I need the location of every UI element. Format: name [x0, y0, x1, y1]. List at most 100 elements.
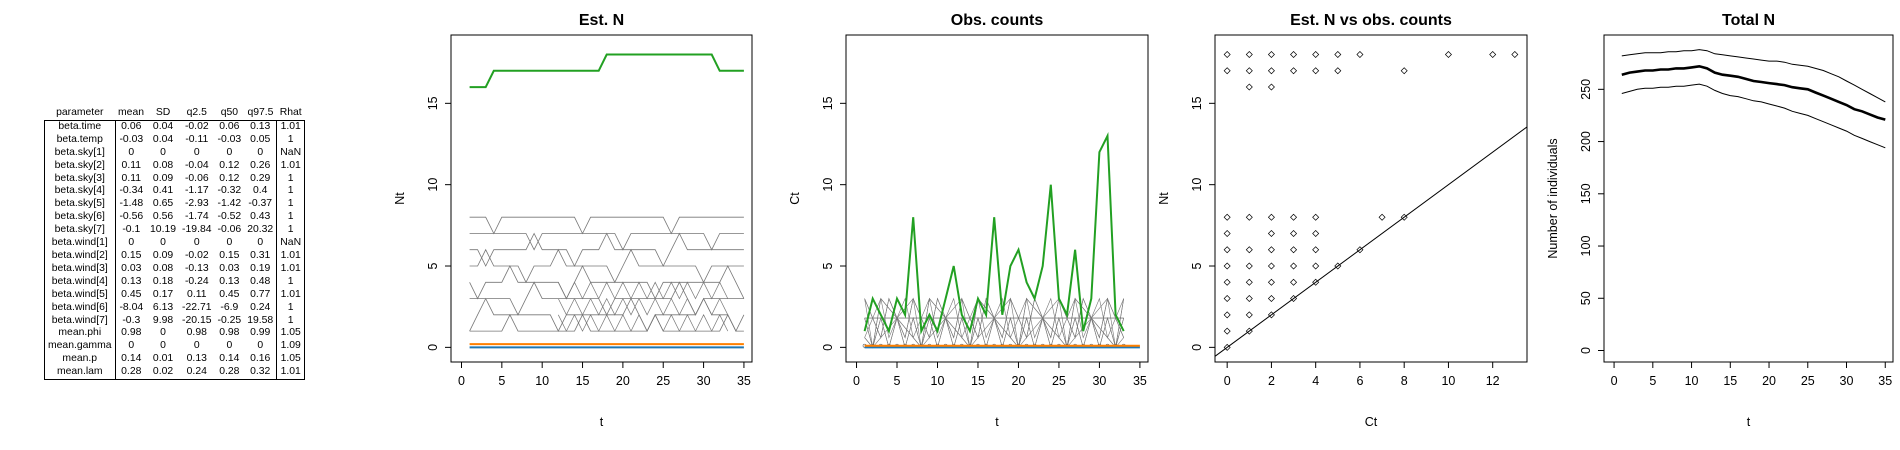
- table-cell: -0.13: [184, 262, 209, 274]
- table-cell: 0: [114, 146, 148, 160]
- parameter-name-cell: beta.time: [44, 119, 116, 134]
- table-cell: 0.03: [114, 262, 148, 276]
- table-cell: 0.24: [250, 301, 271, 313]
- x-tick-label: 0: [458, 374, 465, 388]
- y-tick-label: 15: [821, 96, 835, 110]
- table-cell: 0.43: [250, 211, 271, 223]
- scatter-point: [1290, 278, 1298, 286]
- table-cell: -0.32: [217, 185, 242, 197]
- x-tick-label: 15: [576, 374, 590, 388]
- table-row: beta.wind[5] 0.45 0.17 0.11 0.45 0.77 1.01: [44, 288, 306, 302]
- scatter-point: [1290, 229, 1298, 237]
- table-cell: 0.14: [219, 353, 240, 365]
- scatter-point: [1290, 51, 1298, 59]
- table-cell: 1.01: [276, 159, 306, 173]
- table-cell: 0.08: [152, 262, 174, 274]
- table-cell: 1.01: [276, 366, 306, 381]
- table-cell: -19.84: [182, 224, 212, 236]
- table-cell: 0.13: [186, 353, 207, 365]
- table-row: mean.p 0.14 0.01 0.13 0.14 0.16 1.05: [44, 353, 306, 367]
- table-cell: 1.05: [276, 327, 306, 341]
- table-cell: 0.13: [244, 119, 277, 134]
- y-tick-label: 50: [1579, 291, 1593, 305]
- parameter-name-cell: beta.wind[2]: [44, 249, 116, 263]
- y-tick-label: 0: [426, 344, 440, 351]
- x-tick-label: 0: [853, 374, 860, 388]
- table-cell: 0.13: [219, 275, 240, 287]
- table-cell: 0.41: [152, 185, 174, 197]
- table-cell: 1.05: [276, 353, 306, 367]
- scatter-point: [1312, 229, 1320, 237]
- table-cell: 0.12: [219, 159, 240, 171]
- table-cell: 0.56: [152, 211, 174, 223]
- table-cell: 19.58: [247, 314, 274, 326]
- scatter-point: [1267, 229, 1275, 237]
- scatter-point: [1267, 246, 1275, 254]
- table-cell: 0.09: [152, 249, 174, 261]
- table-cell: 1: [276, 211, 306, 225]
- parameter-name-cell: mean.gamma: [44, 340, 116, 354]
- table-row: beta.sky[2] 0.11 0.08 -0.04 0.12 0.26 1.01: [44, 159, 306, 173]
- y-tick-label: 0: [1190, 344, 1204, 351]
- grey-trajectory: [557, 314, 729, 332]
- table-cell: -1.74: [184, 211, 209, 223]
- highlight-series-line: [469, 53, 744, 89]
- table-cell: -0.37: [248, 198, 273, 210]
- mean-line: [1621, 64, 1886, 121]
- x-tick-label: 5: [498, 374, 505, 388]
- x-tick-label: 30: [1092, 374, 1106, 388]
- scatter-point: [1334, 51, 1342, 59]
- scatter-point: [1245, 246, 1253, 254]
- table-cell: -0.06: [184, 172, 209, 184]
- grey-trajectory: [469, 248, 744, 284]
- table-row: beta.sky[5] -1.48 0.65 -2.93 -1.42 -0.37 1: [44, 198, 306, 212]
- scatter-point: [1267, 295, 1275, 303]
- table-cell: -0.25: [217, 314, 242, 326]
- table-cell: NaN: [276, 146, 306, 160]
- plot-frame: [845, 34, 1149, 363]
- parameter-name-cell: beta.wind[5]: [44, 288, 116, 302]
- interval-line: [1621, 83, 1886, 149]
- table-cell: 0: [257, 237, 264, 249]
- table-cell: -0.11: [185, 133, 209, 145]
- parameter-name-cell: beta.wind[1]: [44, 237, 116, 250]
- table-cell: 1: [276, 314, 306, 328]
- table-cell: 1: [276, 301, 306, 315]
- scatter-point: [1290, 262, 1298, 270]
- table-cell: 0.48: [250, 275, 271, 287]
- table-cell: 0: [160, 340, 166, 352]
- scatter-point: [1245, 311, 1253, 319]
- x-tick-label: 12: [1486, 374, 1500, 388]
- scatter-point: [1223, 327, 1231, 335]
- parameter-name-cell: mean.lam: [44, 366, 116, 381]
- x-tick-label: 15: [971, 374, 985, 388]
- table-cell: 10.19: [150, 224, 177, 236]
- scatter-point: [1223, 213, 1231, 221]
- table-cell: 0.17: [152, 288, 174, 300]
- table-cell: 1.01: [276, 288, 306, 302]
- table-cell: -6.9: [220, 301, 239, 313]
- table-row: beta.wind[4] 0.13 0.18 -0.24 0.13 0.48 1: [44, 275, 306, 289]
- table-cell: -0.24: [184, 275, 209, 287]
- table-cell: 20.32: [247, 224, 274, 236]
- x-tick-label: 20: [1012, 374, 1026, 388]
- table-row: beta.wind[1] 0 0 0 0 0 NaN: [44, 237, 306, 250]
- chart-title: Est. N: [579, 12, 624, 29]
- parameter-name-cell: beta.sky[4]: [44, 185, 116, 199]
- plot-frame: [1214, 34, 1528, 363]
- chart-panel-3: Est. N vs obs. counts Ct Nt 0 2 4 6 8 10 12 0 5 10 15: [1157, 12, 1528, 429]
- table-cell: 0.28: [214, 366, 245, 381]
- table-cell: 0.45: [219, 288, 240, 300]
- y-tick-label: 5: [1190, 262, 1204, 269]
- table-cell: 0.18: [152, 275, 174, 287]
- scatter-point: [1312, 262, 1320, 270]
- parameter-name-cell: beta.sky[6]: [44, 211, 116, 225]
- x-tick-label: 2: [1268, 374, 1275, 388]
- scatter-point: [1245, 295, 1253, 303]
- table-cell: 1.01: [276, 119, 306, 134]
- x-tick-label: 15: [1723, 374, 1737, 388]
- identity-reference-line: [1214, 126, 1528, 357]
- chart-title: Obs. counts: [951, 12, 1044, 29]
- scatter-point: [1267, 83, 1275, 91]
